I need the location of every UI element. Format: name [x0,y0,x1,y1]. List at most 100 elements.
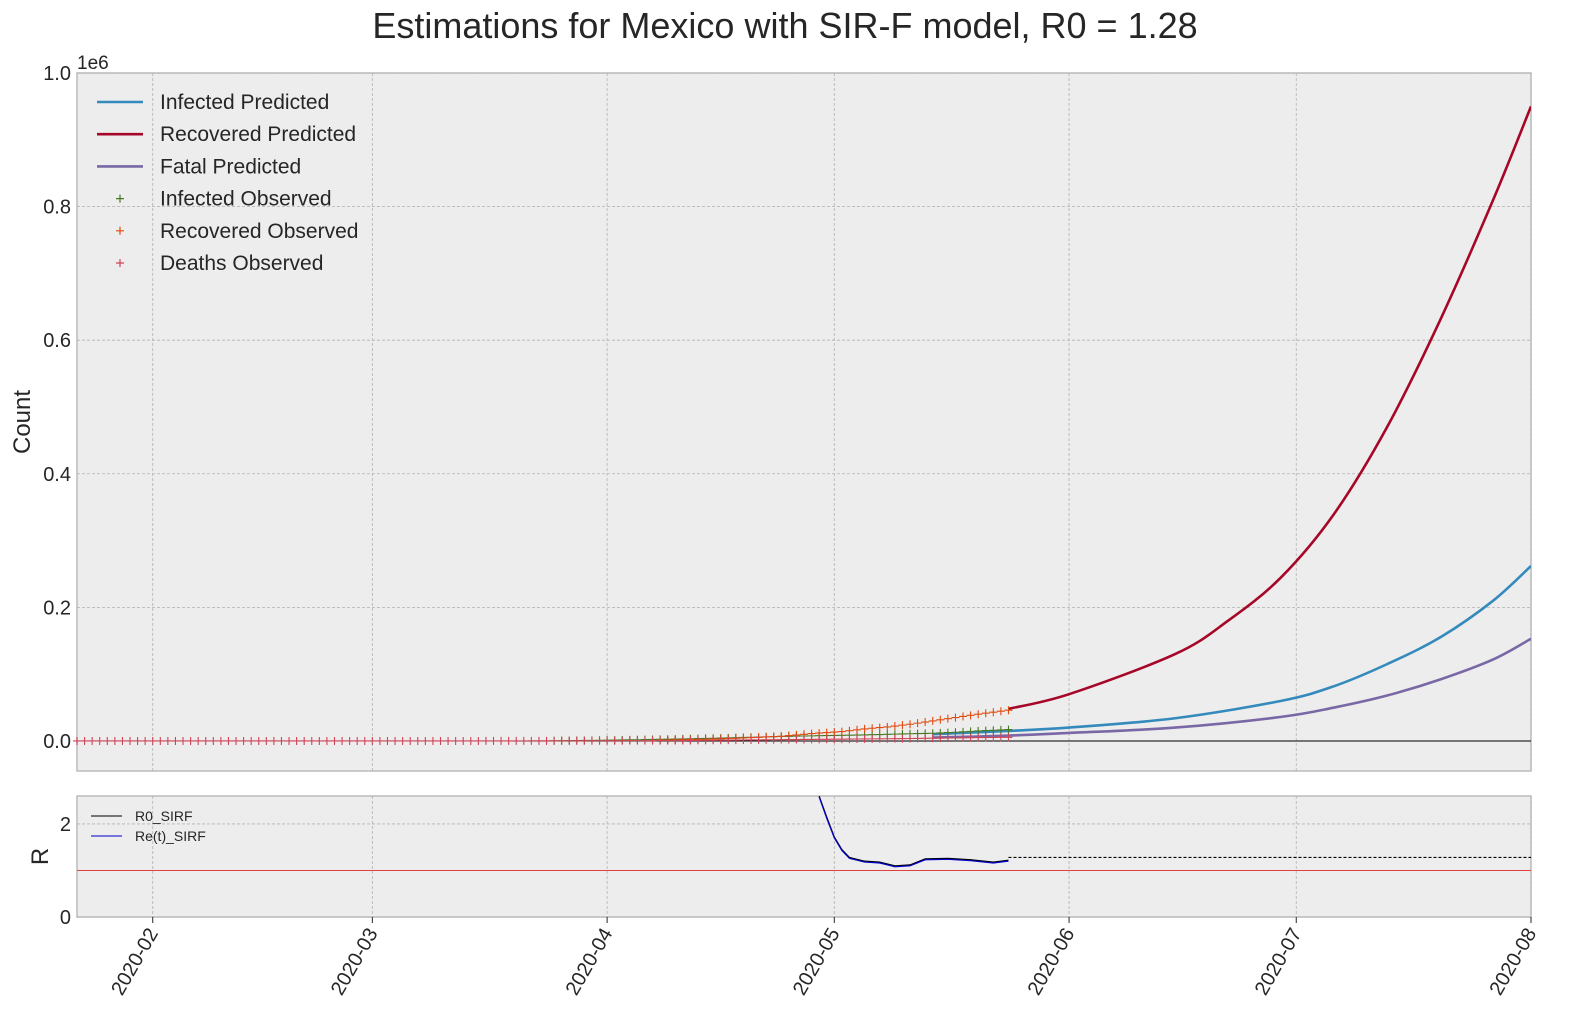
marker-infected-observed [996,725,1005,734]
marker-deaths-observed [792,735,801,744]
marker-recovered-observed [936,715,945,724]
marker-deaths-observed [322,736,331,745]
marker-deaths-observed [232,736,241,745]
marker-deaths-observed [777,735,786,744]
marker-recovered-observed [845,726,854,735]
marker-deaths-observed [807,735,816,744]
marker-deaths-observed [595,736,604,745]
marker-deaths-observed [1004,733,1013,742]
x-tick-label: 2020-02 [107,925,163,1000]
marker-deaths-observed [141,736,150,745]
marker-deaths-observed [179,736,188,745]
marker-deaths-observed [542,736,551,745]
y-tick-label: 0.6 [43,330,71,352]
marker-recovered-observed [981,709,990,718]
marker-deaths-observed [300,736,309,745]
series-re-t-sirf [818,796,1009,868]
marker-recovered-observed [951,713,960,722]
marker-recovered-observed [868,724,877,733]
marker-deaths-observed [580,736,589,745]
r-axis-label: R [27,848,54,865]
main-grid [77,72,1532,771]
marker-deaths-observed [678,736,687,745]
marker-deaths-observed [625,736,634,745]
series-recovered-predicted [1008,105,1531,711]
marker-deaths-observed [133,736,142,745]
legend-swatch [116,226,124,235]
y-tick-label: 0.0 [43,731,71,753]
marker-deaths-observed [860,734,869,743]
marker-deaths-observed [875,734,884,743]
marker-deaths-observed [739,736,748,745]
marker-deaths-observed [868,734,877,743]
marker-deaths-observed [338,736,347,745]
marker-recovered-observed [883,722,892,731]
marker-recovered-observed [989,708,998,717]
marker-deaths-observed [648,736,657,745]
marker-deaths-observed [194,736,203,745]
marker-deaths-observed [421,736,430,745]
marker-deaths-observed [989,733,998,742]
marker-deaths-observed [73,736,81,745]
marker-deaths-observed [906,734,915,743]
marker-deaths-observed [686,736,695,745]
marker-infected-observed [974,726,983,735]
marker-deaths-observed [618,736,627,745]
r-plot-background [76,795,1532,918]
marker-deaths-observed [360,736,369,745]
r-y-tick-label: 2 [60,814,71,836]
marker-deaths-observed [784,735,793,744]
marker-recovered-observed [1004,706,1013,715]
marker-infected-observed [1004,725,1013,734]
marker-recovered-observed [943,714,952,723]
marker-deaths-observed [572,736,581,745]
marker-deaths-observed [80,736,89,745]
marker-deaths-observed [762,735,771,744]
marker-recovered-observed [966,711,975,720]
marker-deaths-observed [156,736,165,745]
marker-deaths-observed [413,736,422,745]
marker-deaths-observed [444,736,453,745]
marker-deaths-observed [603,736,612,745]
marker-deaths-observed [943,734,952,743]
marker-deaths-observed [398,736,407,745]
marker-deaths-observed [822,735,831,744]
r-grid [77,796,1532,918]
marker-recovered-observed [860,724,869,733]
marker-deaths-observed [428,736,437,745]
chart-title: Estimations for Mexico with SIR-F model,… [372,5,1197,46]
x-tick-label: 2020-05 [789,925,845,1000]
r-legend: R0_SIRF Re(t)_SIRF [91,808,206,844]
x-ticks: 2020-02 2020-03 2020-04 2020-05 2020-06 2020-… [107,917,1541,999]
marker-deaths-observed [459,736,468,745]
x-tick-label: 2020-03 [327,925,383,1000]
marker-deaths-observed [815,735,824,744]
marker-deaths-observed [375,736,384,745]
marker-deaths-observed [845,735,854,744]
x-tick-label: 2020-06 [1024,925,1080,1000]
marker-deaths-observed [254,736,263,745]
marker-recovered-observed [837,727,846,736]
main-y-ticks: 0.0 0.2 0.4 0.6 0.8 1.0 [43,63,71,753]
legend-swatch [116,194,124,203]
marker-deaths-observed [671,736,680,745]
marker-deaths-observed [746,735,755,744]
main-series [73,105,1531,745]
marker-recovered-observed [822,728,831,737]
marker-deaths-observed [936,734,945,743]
marker-deaths-observed [731,736,740,745]
marker-deaths-observed [898,734,907,743]
marker-deaths-observed [921,734,930,743]
main-plot-background [76,72,1532,772]
marker-deaths-observed [489,736,498,745]
marker-deaths-observed [474,736,483,745]
marker-deaths-observed [315,736,324,745]
marker-deaths-observed [262,736,271,745]
legend-label: Deaths Observed [160,252,323,275]
marker-deaths-observed [292,736,301,745]
marker-infected-observed [989,726,998,735]
marker-deaths-observed [406,736,415,745]
marker-deaths-observed [436,736,445,745]
marker-deaths-observed [890,734,899,743]
